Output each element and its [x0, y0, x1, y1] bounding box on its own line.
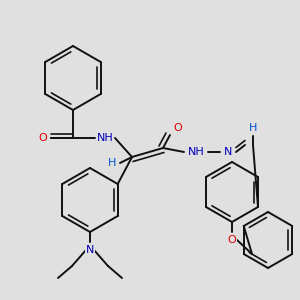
Text: H: H: [249, 123, 257, 133]
Text: NH: NH: [188, 147, 204, 157]
Text: NH: NH: [97, 133, 113, 143]
Text: O: O: [39, 133, 47, 143]
Text: N: N: [224, 147, 232, 157]
Text: O: O: [228, 235, 236, 245]
Text: O: O: [174, 123, 182, 133]
Text: N: N: [86, 245, 94, 255]
Text: H: H: [108, 158, 116, 168]
